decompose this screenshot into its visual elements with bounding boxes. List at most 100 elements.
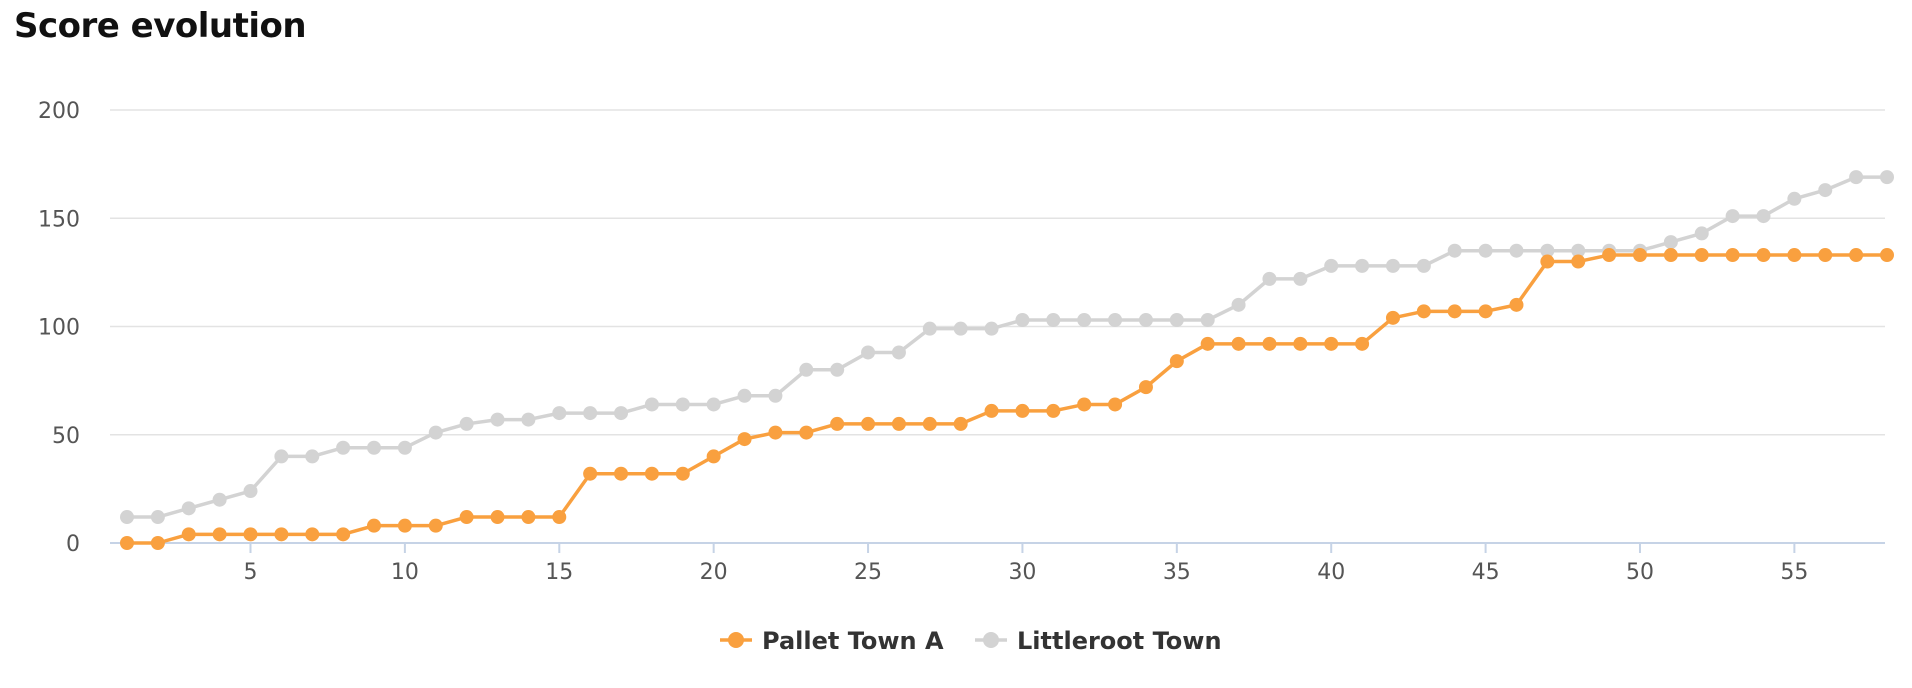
- data-point[interactable]: [181, 527, 196, 542]
- data-point[interactable]: [552, 406, 567, 421]
- data-point[interactable]: [1293, 271, 1308, 286]
- data-point[interactable]: [367, 440, 382, 455]
- data-point[interactable]: [1787, 248, 1802, 263]
- data-point[interactable]: [675, 397, 690, 412]
- data-point[interactable]: [1169, 313, 1184, 328]
- data-point[interactable]: [799, 425, 814, 440]
- data-point[interactable]: [1416, 258, 1431, 273]
- data-point[interactable]: [521, 412, 536, 427]
- data-point[interactable]: [1138, 380, 1153, 395]
- data-point[interactable]: [1200, 336, 1215, 351]
- data-point[interactable]: [830, 362, 845, 377]
- data-point[interactable]: [644, 466, 659, 481]
- data-point[interactable]: [336, 527, 351, 542]
- data-point[interactable]: [274, 449, 289, 464]
- data-point[interactable]: [1787, 191, 1802, 206]
- data-point[interactable]: [397, 440, 412, 455]
- data-point[interactable]: [861, 345, 876, 360]
- data-point[interactable]: [1385, 258, 1400, 273]
- data-point[interactable]: [1138, 313, 1153, 328]
- data-point[interactable]: [1756, 209, 1771, 224]
- data-point[interactable]: [706, 449, 721, 464]
- data-point[interactable]: [150, 536, 165, 550]
- data-point[interactable]: [552, 510, 567, 525]
- data-point[interactable]: [1355, 258, 1370, 273]
- data-point[interactable]: [1324, 258, 1339, 273]
- data-point[interactable]: [1602, 248, 1617, 263]
- data-point[interactable]: [243, 527, 258, 542]
- data-point[interactable]: [1108, 313, 1123, 328]
- legend-item[interactable]: Littleroot Town: [975, 627, 1222, 655]
- data-point[interactable]: [305, 449, 320, 464]
- data-point[interactable]: [614, 406, 629, 421]
- data-point[interactable]: [953, 416, 968, 431]
- data-point[interactable]: [830, 416, 845, 431]
- data-point[interactable]: [1416, 304, 1431, 319]
- data-point[interactable]: [1540, 243, 1555, 258]
- data-point[interactable]: [428, 425, 443, 440]
- data-point[interactable]: [1663, 235, 1678, 250]
- data-point[interactable]: [120, 510, 134, 525]
- data-point[interactable]: [1231, 297, 1246, 312]
- data-point[interactable]: [1849, 248, 1864, 263]
- data-point[interactable]: [1478, 304, 1493, 319]
- data-point[interactable]: [1818, 248, 1833, 263]
- data-point[interactable]: [1663, 248, 1678, 263]
- data-point[interactable]: [1046, 313, 1061, 328]
- data-point[interactable]: [1231, 336, 1246, 351]
- data-point[interactable]: [1324, 336, 1339, 351]
- data-point[interactable]: [1694, 248, 1709, 263]
- data-point[interactable]: [1447, 243, 1462, 258]
- data-point[interactable]: [490, 510, 505, 525]
- data-point[interactable]: [1293, 336, 1308, 351]
- data-point[interactable]: [1509, 297, 1524, 312]
- data-point[interactable]: [583, 406, 598, 421]
- data-point[interactable]: [181, 501, 196, 516]
- data-point[interactable]: [1077, 313, 1092, 328]
- data-point[interactable]: [768, 425, 783, 440]
- data-point[interactable]: [1478, 243, 1493, 258]
- data-point[interactable]: [1169, 354, 1184, 369]
- data-point[interactable]: [922, 416, 937, 431]
- data-point[interactable]: [614, 466, 629, 481]
- data-point[interactable]: [120, 536, 134, 550]
- data-point[interactable]: [1849, 170, 1864, 185]
- data-point[interactable]: [1385, 310, 1400, 325]
- data-point[interactable]: [984, 403, 999, 418]
- data-point[interactable]: [490, 412, 505, 427]
- data-point[interactable]: [1046, 403, 1061, 418]
- data-point[interactable]: [305, 527, 320, 542]
- data-point[interactable]: [521, 510, 536, 525]
- data-point[interactable]: [922, 321, 937, 336]
- data-point[interactable]: [1262, 271, 1277, 286]
- data-point[interactable]: [1447, 304, 1462, 319]
- data-point[interactable]: [243, 484, 258, 499]
- data-point[interactable]: [459, 416, 474, 431]
- data-point[interactable]: [1725, 209, 1740, 224]
- data-point[interactable]: [1077, 397, 1092, 412]
- data-point[interactable]: [1880, 170, 1894, 185]
- data-point[interactable]: [212, 527, 227, 542]
- data-point[interactable]: [768, 388, 783, 403]
- data-point[interactable]: [891, 416, 906, 431]
- data-point[interactable]: [1725, 248, 1740, 263]
- data-point[interactable]: [953, 321, 968, 336]
- data-point[interactable]: [1355, 336, 1370, 351]
- data-point[interactable]: [1540, 254, 1555, 269]
- data-point[interactable]: [459, 510, 474, 525]
- data-point[interactable]: [1108, 397, 1123, 412]
- data-point[interactable]: [1632, 248, 1647, 263]
- data-point[interactable]: [1880, 248, 1894, 263]
- data-point[interactable]: [737, 388, 752, 403]
- data-point[interactable]: [984, 321, 999, 336]
- legend-item[interactable]: Pallet Town A: [720, 627, 944, 655]
- data-point[interactable]: [644, 397, 659, 412]
- data-point[interactable]: [397, 518, 412, 533]
- data-point[interactable]: [1200, 313, 1215, 328]
- data-point[interactable]: [861, 416, 876, 431]
- data-point[interactable]: [891, 345, 906, 360]
- data-point[interactable]: [675, 466, 690, 481]
- data-point[interactable]: [737, 432, 752, 447]
- data-point[interactable]: [1694, 226, 1709, 241]
- data-point[interactable]: [1015, 313, 1030, 328]
